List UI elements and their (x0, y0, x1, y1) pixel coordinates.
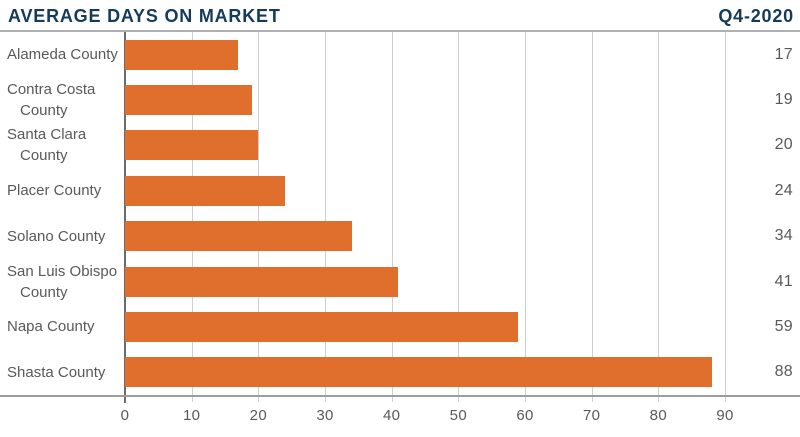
category-label: Solano County (0, 226, 125, 247)
chart-row: Shasta County 88 (0, 350, 800, 395)
x-tick-label: 70 (583, 407, 601, 424)
x-tick-mark (525, 397, 526, 402)
x-tick-mark (124, 397, 126, 403)
category-label-line: Napa County (7, 318, 95, 336)
category-label: Shasta County (0, 362, 125, 383)
category-label: San Luis Obispo County (0, 261, 125, 303)
bar (125, 130, 259, 161)
x-tick-mark (725, 397, 726, 402)
category-label: Contra Costa County (0, 79, 125, 121)
bar (125, 39, 239, 70)
gridline (525, 32, 526, 395)
category-label-line: Alameda County (7, 46, 118, 64)
category-label-line: County (20, 102, 68, 120)
value-label: 24 (774, 181, 793, 199)
category-label-line: Solano County (7, 227, 106, 245)
chart-row: Contra Costa County 19 (0, 77, 800, 122)
x-tick-mark (591, 397, 593, 402)
x-tick-mark (458, 397, 460, 402)
x-tick-mark (191, 397, 193, 402)
x-tick-label: 40 (383, 407, 401, 424)
bar-track (125, 357, 800, 388)
category-label: Santa Clara County (0, 124, 125, 166)
value-label: 41 (774, 272, 793, 290)
category-label: Placer County (0, 180, 125, 201)
gridline (658, 32, 660, 395)
chart-row: Solano County 34 (0, 214, 800, 259)
chart-header: AVERAGE DAYS ON MARKET Q4-2020 (0, 0, 800, 32)
category-label-line: Santa Clara (7, 126, 87, 144)
bar-track (125, 311, 800, 342)
chart-row: Napa County 59 (0, 304, 800, 349)
gridline (258, 32, 260, 395)
x-tick-mark (325, 397, 326, 402)
category-label-line: County (20, 147, 68, 165)
value-label: 59 (774, 317, 793, 335)
gridline-layer (124, 32, 800, 395)
zero-baseline (124, 32, 126, 395)
value-label: 20 (774, 136, 793, 154)
category-label-line: Shasta County (7, 363, 106, 381)
x-tick-label: 20 (249, 407, 267, 424)
bar (125, 221, 352, 252)
bar-rows-layer: Alameda County 17 Contra Costa County 19 Sant… (0, 32, 800, 395)
chart-period-label: Q4-2020 (718, 6, 794, 26)
bar-track (125, 85, 800, 116)
chart-row: Placer County 24 (0, 168, 800, 213)
gridline (725, 32, 726, 395)
x-tick-mark (391, 397, 393, 402)
gridline (591, 32, 593, 395)
bar (125, 85, 252, 116)
x-tick-label: 10 (183, 407, 201, 424)
x-tick-label: 50 (449, 407, 467, 424)
value-label: 17 (774, 45, 793, 63)
x-tick-label: 80 (649, 407, 667, 424)
category-label-line: San Luis Obispo (7, 262, 118, 280)
bar (125, 266, 399, 297)
category-label-line: Placer County (7, 182, 102, 200)
gridline (391, 32, 393, 395)
category-label: Napa County (0, 316, 125, 337)
x-tick-label: 60 (516, 407, 534, 424)
x-tick-label: 90 (716, 407, 734, 424)
category-label-line: Contra Costa (7, 81, 96, 99)
x-axis: 0 10 20 30 40 50 60 70 80 90 (0, 395, 800, 437)
chart-title: AVERAGE DAYS ON MARKET (8, 6, 281, 26)
bar (125, 357, 712, 388)
x-tick-label: 30 (316, 407, 334, 424)
bar (125, 311, 519, 342)
bar-track (125, 175, 800, 206)
value-label: 88 (774, 363, 793, 381)
x-tick-mark (258, 397, 260, 402)
gridline (458, 32, 460, 395)
x-tick-mark (658, 397, 660, 402)
bar-track (125, 39, 800, 70)
value-label: 19 (774, 91, 793, 109)
x-tick-label: 0 (120, 407, 130, 424)
chart-row: San Luis Obispo County 41 (0, 259, 800, 304)
plot-area: Alameda County 17 Contra Costa County 19 Sant… (0, 32, 800, 395)
gridline (191, 32, 193, 395)
bar (125, 175, 285, 206)
value-label: 34 (774, 227, 793, 245)
category-label-line: County (20, 283, 68, 301)
chart-row: Santa Clara County 20 (0, 123, 800, 168)
bar-track (125, 130, 800, 161)
chart-row: Alameda County 17 (0, 32, 800, 77)
bar-track (125, 266, 800, 297)
category-label: Alameda County (0, 44, 125, 65)
bar-track (125, 221, 800, 252)
gridline (325, 32, 326, 395)
